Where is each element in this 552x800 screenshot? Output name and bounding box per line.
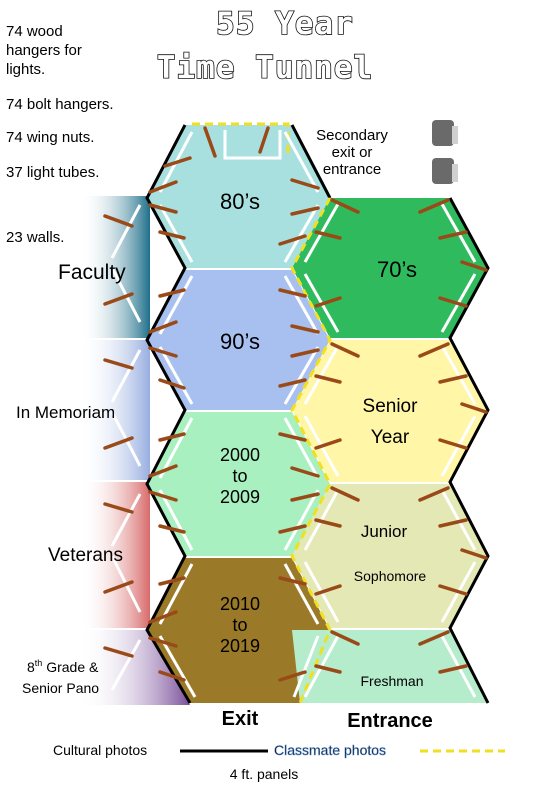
- right-column: [292, 198, 488, 703]
- veterans-label: Veterans: [48, 545, 123, 566]
- wood-hangers-line-1: 74 wood: [6, 23, 63, 40]
- label-2010s-line-1: 2010: [220, 594, 260, 614]
- title-line-1: 55 Year: [216, 6, 354, 42]
- door-icon-2: [432, 158, 458, 184]
- title-line-2: Time Tunnel: [157, 50, 373, 86]
- left-column: [147, 125, 330, 703]
- hex-freshman: [292, 630, 488, 703]
- grade8-label-line-2: Senior Pano: [22, 680, 99, 696]
- door-icon: [432, 120, 458, 146]
- legend-panels-label: 4 ft. panels: [230, 766, 299, 782]
- label-90s: 90’s: [220, 329, 260, 354]
- walls-note: 23 walls.: [6, 229, 64, 246]
- cultural-walls: [145, 124, 490, 704]
- right-outer-wall: [448, 197, 490, 704]
- label-2000s-line-2: to: [232, 466, 247, 486]
- legend-classmate-label: Classmate photos: [274, 742, 386, 758]
- top-classmate-wall: [192, 122, 290, 156]
- supplies-list: 74 wood hangers for lights. 74 bolt hang…: [6, 23, 114, 246]
- grade8-rest: Grade &: [42, 659, 99, 675]
- label-freshman: Freshman: [360, 673, 423, 689]
- exit-label: Exit: [222, 708, 259, 730]
- entrance-label: Entrance: [347, 710, 433, 732]
- label-70s: 70’s: [377, 257, 417, 282]
- grade8-superscript: th: [35, 658, 43, 668]
- light-tubes-note: 37 light tubes.: [6, 164, 99, 181]
- secondary-exit-line-2: exit or: [332, 144, 373, 161]
- faculty-label: Faculty: [58, 261, 126, 284]
- label-2010s-line-3: 2019: [220, 636, 260, 656]
- veterans-band: [80, 482, 150, 628]
- hex-junior-sophomore: [292, 484, 488, 628]
- label-senior-line-1: Senior: [363, 396, 419, 417]
- label-junior: Junior: [361, 522, 408, 541]
- top-right-wall: [290, 124, 332, 199]
- hex-70s: [292, 198, 488, 338]
- wing-nuts-note: 74 wing nuts.: [6, 129, 94, 146]
- secondary-exit: Secondary exit or entrance: [316, 127, 388, 178]
- grade8-number: 8: [27, 659, 35, 675]
- side-bands: [80, 196, 190, 705]
- secondary-exit-line-1: Secondary: [316, 127, 388, 144]
- legend: Cultural photos Classmate photos 4 ft. p…: [53, 742, 505, 782]
- label-senior-line-2: Year: [371, 427, 410, 448]
- hex-senior-year: [292, 340, 488, 482]
- hex-90s: [147, 270, 330, 410]
- hex-2000s: [147, 412, 330, 556]
- grade8-label-line-1: 8th Grade &: [27, 658, 99, 675]
- hex-2010s: [147, 558, 330, 703]
- hex-80s: [147, 125, 330, 268]
- label-2000s-line-3: 2009: [220, 487, 260, 507]
- faculty-band: [80, 196, 150, 338]
- label-2000s-line-1: 2000: [220, 445, 260, 465]
- center-classmate-wall: [290, 197, 332, 704]
- secondary-exit-line-3: entrance: [323, 161, 381, 178]
- legend-cultural-label: Cultural photos: [53, 742, 147, 758]
- bolt-hangers-note: 74 bolt hangers.: [6, 96, 114, 113]
- top-panel: [223, 130, 282, 160]
- classmate-walls: [192, 122, 332, 704]
- label-80s: 80’s: [220, 189, 260, 214]
- wood-hangers-line-3: lights.: [6, 61, 45, 78]
- label-2010s-line-2: to: [232, 615, 247, 635]
- memoriam-band: [80, 340, 150, 480]
- wood-hangers-line-2: hangers for: [6, 42, 82, 59]
- label-sophomore: Sophomore: [354, 568, 427, 584]
- side-labels: Faculty In Memoriam Veterans 8th Grade &…: [16, 261, 126, 696]
- in-memoriam-label: In Memoriam: [16, 403, 115, 422]
- left-outer-wall: [145, 124, 192, 704]
- inner-panels: [158, 130, 477, 698]
- wood-hangers: [103, 126, 488, 682]
